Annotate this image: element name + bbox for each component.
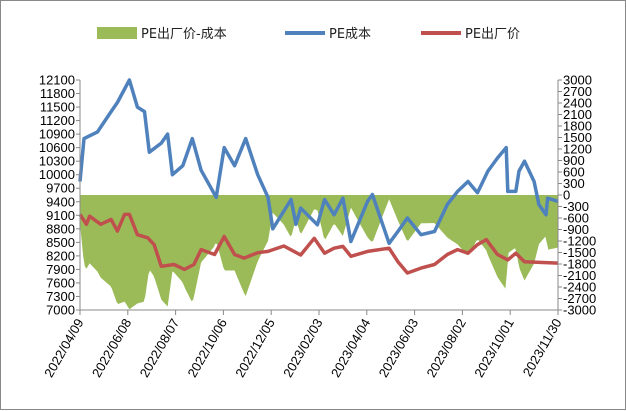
x-tick-label: 2022/10/06 <box>184 316 230 380</box>
right-tick-label: 0 <box>563 188 570 203</box>
left-tick-label: 7900 <box>46 262 75 277</box>
legend-swatch-spread <box>97 26 137 39</box>
right-tick-label: -600 <box>563 211 589 226</box>
legend-swatch-cost <box>285 30 325 35</box>
legend-item-price: PE出厂价 <box>421 23 520 42</box>
left-tick-label: 9100 <box>46 208 75 223</box>
right-tick-label: -2400 <box>563 280 596 295</box>
x-tick-label: 2022/06/08 <box>89 316 135 380</box>
left-tick-label: 11200 <box>40 113 75 128</box>
right-tick-label: 1200 <box>563 142 592 157</box>
right-tick-label: -2700 <box>563 291 596 306</box>
right-tick-label: 1800 <box>563 119 592 134</box>
right-tick-label: 600 <box>563 165 585 180</box>
legend-label-spread: PE出厂价-成本 <box>141 27 227 42</box>
legend-item-spread: PE出厂价-成本 <box>97 23 227 42</box>
x-tick-label: 2022/08/07 <box>137 316 183 380</box>
left-tick-label: 10600 <box>39 140 75 155</box>
legend-swatch-price <box>421 30 461 35</box>
x-tick-label: 2023/04/04 <box>328 316 374 380</box>
right-tick-label: -1200 <box>563 234 596 249</box>
left-tick-label: 7000 <box>46 303 75 318</box>
right-tick-label: 300 <box>563 176 585 191</box>
right-tick-label: 1500 <box>563 130 592 145</box>
legend-label-cost: PE成本 <box>329 27 372 42</box>
left-tick-label: 11800 <box>40 86 75 101</box>
left-tick-label: 7600 <box>46 275 75 290</box>
left-tick-label: 8500 <box>46 235 75 250</box>
right-tick-label: 3000 <box>563 73 592 88</box>
series-cost-line <box>78 78 559 246</box>
left-tick-label: 10300 <box>39 154 75 169</box>
legend-label-price: PE出厂价 <box>465 27 521 42</box>
right-tick-label: -3000 <box>563 303 596 318</box>
series-price-line <box>78 212 559 275</box>
left-tick-label: 9700 <box>46 181 75 196</box>
right-tick-label: 2700 <box>563 84 592 99</box>
left-tick-label: 8200 <box>46 248 75 263</box>
x-tick-label: 2022/12/05 <box>232 316 278 380</box>
left-tick-label: 11500 <box>40 100 75 115</box>
legend-item-cost: PE成本 <box>285 23 371 42</box>
right-tick-label: 2400 <box>563 96 592 111</box>
x-tick-label: 2023/02/03 <box>280 316 326 380</box>
left-tick-label: 12100 <box>39 73 75 88</box>
left-tick-label: 10900 <box>39 127 75 142</box>
x-tick-label: 2023/10/01 <box>471 316 517 380</box>
right-tick-label: -900 <box>563 222 589 237</box>
left-tick-label: 10000 <box>39 167 75 182</box>
right-tick-label: -300 <box>563 199 589 214</box>
x-tick-label: 2023/08/02 <box>423 316 469 380</box>
right-tick-label: 900 <box>563 153 585 168</box>
left-tick-label: 8800 <box>46 221 75 236</box>
right-tick-label: -2100 <box>563 268 596 283</box>
series-spread-area <box>80 195 558 310</box>
right-tick-label: 2100 <box>563 107 592 122</box>
x-tick-label: 2022/04/09 <box>41 316 87 380</box>
left-tick-label: 7300 <box>46 289 75 304</box>
x-tick-label: 2023/11/30 <box>520 316 565 379</box>
x-tick-label: 2023/06/03 <box>376 316 422 380</box>
left-tick-label: 9400 <box>46 194 75 209</box>
right-tick-label: -1500 <box>563 245 596 260</box>
right-tick-label: -1800 <box>563 257 596 272</box>
